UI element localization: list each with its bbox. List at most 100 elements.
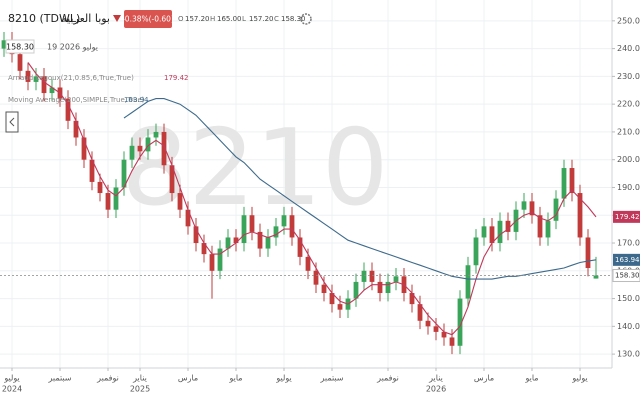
price-box: [5, 39, 35, 54]
candle-body: [265, 237, 271, 249]
price-axis-label: 158.30: [615, 272, 640, 280]
candle-body: [249, 215, 255, 232]
candle-body: [169, 165, 175, 194]
candle-body: [489, 226, 495, 244]
ohlc-key: O: [178, 15, 184, 23]
candle-body: [201, 243, 207, 255]
candle-body: [425, 320, 431, 327]
collapse-icon: [9, 117, 15, 127]
candle-body: [273, 226, 279, 238]
x-tick-label: نوفمبر: [96, 374, 119, 383]
x-tick-label: مارس: [474, 374, 494, 383]
candle-body: [105, 193, 111, 210]
indicator-line: [123, 98, 597, 280]
candle-body: [553, 198, 559, 221]
candle-body: [233, 237, 239, 244]
ohlc-value: 157.20: [249, 15, 274, 23]
candle-body: [329, 293, 335, 305]
last-value-box: [613, 210, 640, 223]
candle-body: [113, 187, 119, 210]
candle-body: [17, 54, 23, 71]
candle-body: [41, 76, 47, 94]
candle-body: [481, 226, 487, 238]
candle-body: [209, 254, 215, 271]
candle-body: [129, 145, 135, 160]
candle-body: [537, 215, 543, 238]
x-tick-label: يوليو: [3, 374, 19, 383]
candle-body: [409, 293, 415, 305]
candle-body: [49, 87, 55, 94]
y-tick-label: 170.00: [617, 239, 640, 248]
x-tick-label: مايو: [524, 374, 538, 383]
change-badge: [124, 10, 172, 28]
candle-body: [241, 215, 247, 244]
candle-body: [449, 337, 455, 346]
y-tick-label: 210.00: [617, 127, 640, 136]
candle-body: [377, 281, 383, 294]
y-tick-label: 200.00: [617, 155, 640, 164]
candle-body: [385, 281, 391, 294]
candle-body: [593, 275, 599, 279]
candle-body: [153, 131, 159, 138]
change: -0.38%(-0.60): [122, 15, 174, 24]
toggle-button[interactable]: [5, 111, 19, 133]
last-value-label: 179.42: [615, 213, 640, 221]
candle-body: [137, 145, 143, 152]
legend-value: 163.94: [124, 96, 149, 104]
y-tick-label: 240.00: [617, 44, 640, 53]
candle-body: [393, 276, 399, 282]
candle-body: [89, 159, 95, 182]
candle-body: [65, 98, 71, 121]
candle-body: [33, 76, 39, 82]
candle-body: [297, 237, 303, 257]
candle-body: [337, 304, 343, 310]
legend-label: Moving Average(200,SIMPLE,True,True): [8, 96, 145, 104]
x-tick-label: سبتمبر: [320, 374, 344, 383]
candle-body: [161, 131, 167, 166]
candle-body: [305, 256, 311, 271]
candle-body: [289, 215, 295, 238]
candle-body: [121, 159, 127, 188]
name: بوبا العربية: [61, 12, 110, 25]
candle-body: [361, 270, 367, 282]
candle-body: [25, 70, 31, 82]
candle-body: [433, 326, 439, 332]
x-tick-label: يوليو: [571, 374, 587, 383]
candle-body: [177, 193, 183, 210]
candle-body: [457, 298, 463, 346]
settings-icon[interactable]: [300, 13, 312, 25]
y-tick-label: 150.00: [617, 294, 640, 303]
y-tick-label: 190.00: [617, 183, 640, 192]
last-value-box: [613, 253, 640, 266]
candle-body: [217, 248, 223, 271]
candle-body: [73, 120, 79, 138]
down-icon: [113, 15, 121, 22]
candle-body: [145, 137, 151, 152]
x-tick-sublabel: 2024: [2, 385, 22, 394]
candle-body: [97, 181, 103, 194]
ohlc-value: 158.30: [281, 15, 306, 23]
x-tick-label: يناير: [428, 374, 443, 383]
candle-body: [465, 265, 471, 299]
y-tick-label: 140.00: [617, 322, 640, 331]
x-tick-label: نوفمبر: [376, 374, 399, 383]
candle-body: [505, 220, 511, 232]
candle-body: [577, 193, 583, 238]
candle-body: [417, 304, 423, 321]
candle-body: [185, 209, 191, 227]
ohlc-value: 157.20: [185, 15, 210, 23]
candle-body: [81, 137, 87, 160]
candle-body: [585, 237, 591, 269]
x-tick-label: سبتمبر: [48, 374, 72, 383]
candle-body: [225, 237, 231, 249]
candle-body: [497, 220, 503, 244]
y-tick-label: 220.00: [617, 100, 640, 109]
x-tick-label: يناير: [132, 374, 147, 383]
candle-body: [1, 40, 7, 49]
candle-body: [441, 331, 447, 338]
price: 158.30: [6, 43, 34, 52]
watermark: 8210: [121, 107, 388, 229]
candle-body: [561, 168, 567, 199]
y-tick-label: 250.00: [617, 16, 640, 25]
